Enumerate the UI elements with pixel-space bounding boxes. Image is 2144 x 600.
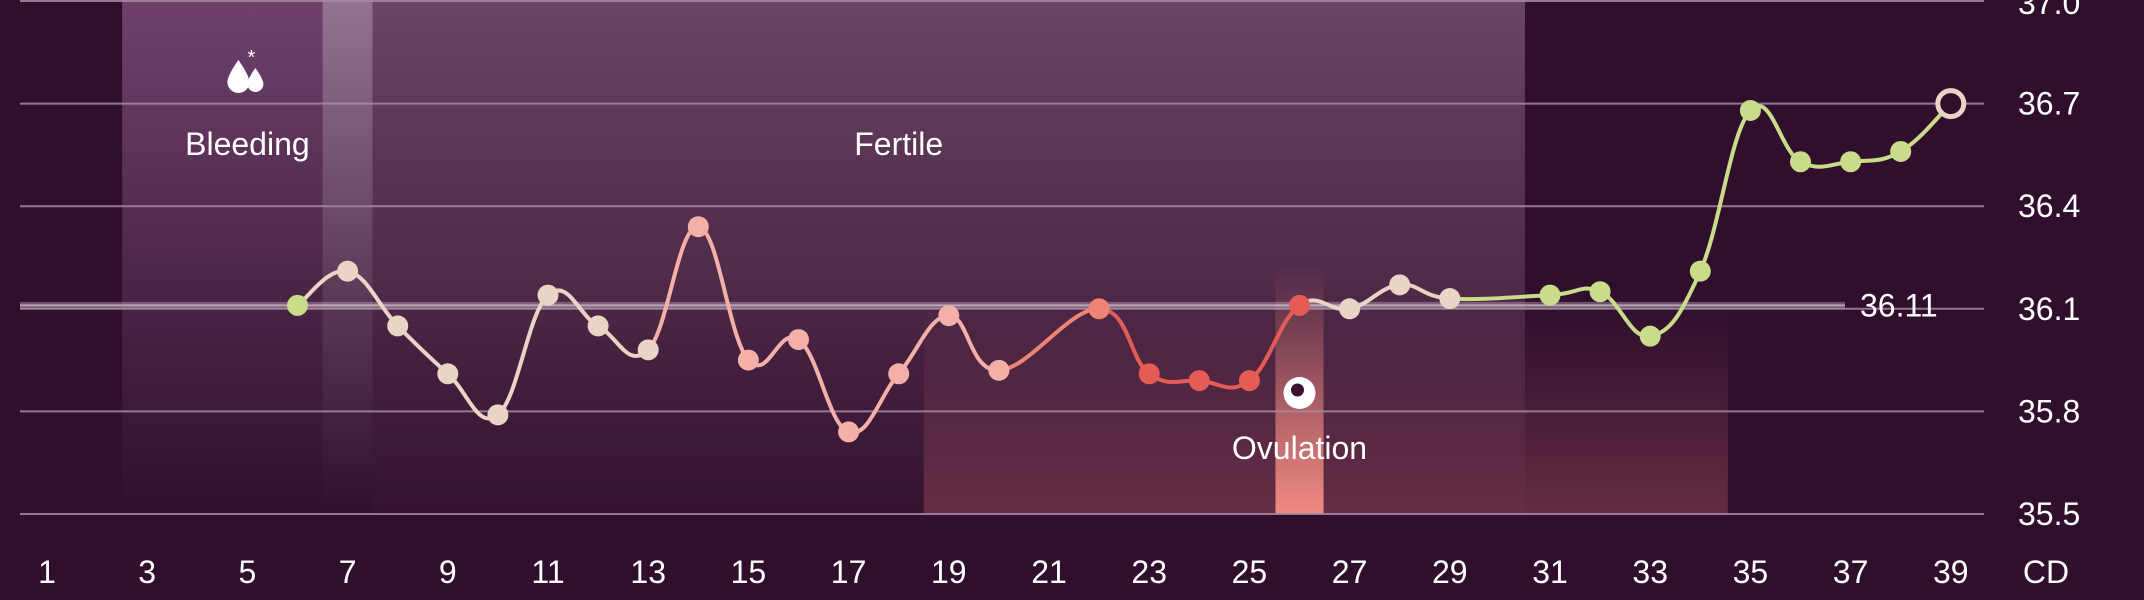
data-point bbox=[1890, 140, 1912, 162]
x-tick-label: 3 bbox=[138, 554, 156, 590]
x-tick-label: 13 bbox=[630, 554, 666, 590]
x-tick-label: 11 bbox=[531, 554, 564, 590]
data-point bbox=[1790, 151, 1811, 173]
bleeding-band bbox=[122, 0, 323, 514]
blood-drops-icon: * bbox=[227, 47, 264, 93]
data-point bbox=[938, 305, 960, 327]
data-point bbox=[788, 329, 809, 351]
x-tick-label: 17 bbox=[831, 554, 867, 590]
x-tick-label: 25 bbox=[1232, 554, 1268, 590]
data-point bbox=[737, 349, 759, 371]
y-tick-label: 35.8 bbox=[2018, 393, 2080, 429]
ovulation-icon bbox=[1283, 377, 1316, 409]
data-point bbox=[637, 339, 659, 361]
data-point bbox=[838, 421, 860, 443]
data-point bbox=[1389, 274, 1411, 296]
drop-large-icon bbox=[227, 60, 250, 93]
x-tick-label: 39 bbox=[1933, 554, 1969, 590]
grid-lines bbox=[20, 0, 1984, 515]
bleeding-end-strip bbox=[322, 0, 373, 514]
x-tick-label: 19 bbox=[931, 554, 967, 590]
bleeding-label: Bleeding bbox=[185, 126, 310, 162]
data-point bbox=[1639, 325, 1661, 347]
data-point bbox=[587, 315, 609, 337]
data-point bbox=[1589, 281, 1611, 303]
data-point bbox=[988, 359, 1010, 381]
data-point bbox=[287, 294, 308, 316]
ovulation-icon-inner bbox=[1291, 383, 1304, 397]
y-tick-label: 36.1 bbox=[2018, 291, 2080, 327]
x-tick-label: 5 bbox=[239, 554, 257, 590]
ovulation-label: Ovulation bbox=[1232, 430, 1367, 466]
y-axis: 35.5 35.8 36.1 36.4 36.7 37.0 bbox=[2018, 0, 2080, 532]
data-point bbox=[1088, 298, 1110, 320]
x-tick-label: 33 bbox=[1632, 554, 1668, 590]
luteal-glow-band bbox=[923, 305, 1728, 514]
y-tick-label: 37.0 bbox=[2018, 0, 2080, 21]
data-point bbox=[1739, 99, 1761, 121]
x-tick-label: 7 bbox=[339, 554, 357, 590]
data-point bbox=[1840, 151, 1862, 173]
x-tick-label: 35 bbox=[1733, 554, 1769, 590]
data-point bbox=[1439, 288, 1461, 310]
data-point bbox=[1689, 260, 1711, 282]
y-tick-label: 35.5 bbox=[2018, 496, 2080, 532]
data-point bbox=[1138, 363, 1160, 385]
asterisk-icon: * bbox=[248, 47, 256, 69]
data-point-open bbox=[1935, 88, 1967, 120]
data-point bbox=[888, 363, 910, 385]
x-tick-label: 23 bbox=[1131, 554, 1167, 590]
series-line-segment bbox=[1698, 108, 1753, 274]
x-tick-label: 29 bbox=[1432, 554, 1468, 590]
data-point bbox=[1539, 284, 1561, 306]
x-tick-label: 27 bbox=[1332, 554, 1368, 590]
data-point bbox=[387, 315, 409, 337]
data-point bbox=[1188, 370, 1210, 392]
data-point bbox=[1339, 298, 1361, 320]
x-tick-label: 37 bbox=[1833, 554, 1869, 590]
data-point bbox=[537, 284, 559, 306]
y-tick-label: 36.4 bbox=[2018, 188, 2080, 224]
drop-small-icon bbox=[247, 68, 264, 92]
x-axis: 1 3 5 7 9 11 13 15 17 19 21 23 25 27 29 31 33 35 37 39 CD bbox=[38, 554, 2069, 590]
coverline: 36.11 bbox=[20, 287, 1938, 323]
x-tick-label: 1 bbox=[38, 554, 56, 590]
x-axis-label: CD bbox=[2023, 554, 2069, 590]
x-tick-label: 21 bbox=[1031, 554, 1067, 590]
data-point bbox=[687, 216, 709, 238]
y-tick-label: 36.7 bbox=[2018, 86, 2080, 122]
data-point bbox=[337, 260, 359, 282]
x-tick-label: 15 bbox=[731, 554, 767, 590]
temperature-series bbox=[287, 88, 1967, 443]
data-point bbox=[487, 404, 509, 426]
phase-bands bbox=[122, 0, 1728, 514]
data-point bbox=[1238, 370, 1260, 392]
x-tick-label: 31 bbox=[1532, 554, 1568, 590]
fertile-label: Fertile bbox=[854, 126, 943, 162]
series-line-segment bbox=[996, 306, 1102, 373]
data-point bbox=[437, 363, 459, 385]
coverline-label: 36.11 bbox=[1860, 287, 1938, 323]
x-tick-label: 9 bbox=[439, 554, 457, 590]
data-point bbox=[1289, 294, 1310, 316]
phase-labels: Bleeding Fertile Ovulation * bbox=[185, 47, 1367, 466]
